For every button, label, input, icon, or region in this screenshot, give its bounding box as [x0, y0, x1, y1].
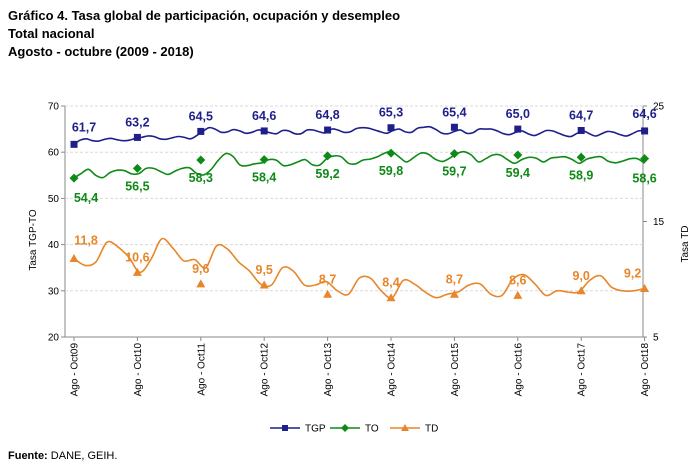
chart-subtitle: Total nacional — [8, 26, 95, 41]
marker-td — [513, 290, 523, 299]
data-label-td: 8,7 — [446, 272, 463, 286]
data-label-tgp: 64,5 — [189, 109, 213, 123]
marker-to — [386, 148, 396, 158]
x-tick-label: Ago - Oct11 — [196, 343, 207, 396]
data-label-to: 59,7 — [442, 165, 466, 179]
data-label-td: 11,8 — [74, 233, 98, 247]
source-label: Fuente: — [8, 450, 48, 462]
data-label-td: 8,6 — [509, 273, 526, 287]
marker-tgp — [70, 140, 78, 148]
marker-td — [640, 283, 650, 292]
data-label-to: 58,3 — [189, 171, 213, 185]
y-axis-title-left: Tasa TGP-TO — [28, 209, 39, 271]
y-tick-label-right: 5 — [653, 333, 659, 344]
y-axis-title-right: Tasa TD — [680, 225, 691, 262]
data-label-td: 9,6 — [192, 262, 209, 276]
marker-tgp — [324, 126, 332, 134]
data-label-to: 58,4 — [252, 171, 276, 185]
marker-td — [323, 289, 333, 298]
y-tick-label-left: 30 — [48, 286, 60, 297]
marker-tgp — [577, 126, 585, 134]
marker-td — [196, 279, 206, 288]
legend-marker-tgp — [282, 425, 288, 431]
marker-to — [196, 155, 206, 165]
marker-to — [259, 155, 269, 165]
y-tick-label-left: 60 — [48, 148, 60, 159]
legend-label-to: TO — [365, 424, 379, 435]
source-note: Fuente: DANE, GEIH. — [8, 450, 117, 462]
legend-marker-td — [401, 424, 409, 431]
data-label-td: 9,2 — [624, 266, 641, 280]
marker-tgp — [387, 124, 395, 132]
marker-tgp — [197, 127, 205, 135]
data-label-td: 9,5 — [256, 263, 273, 277]
marker-to — [513, 150, 523, 160]
y-tick-label-left: 40 — [48, 240, 60, 251]
data-label-tgp: 61,7 — [72, 120, 96, 134]
marker-to — [69, 173, 79, 183]
marker-to — [640, 154, 650, 164]
x-tick-label: Ago - Oct15 — [450, 343, 461, 397]
data-label-td: 10,6 — [125, 250, 149, 264]
data-label-to: 58,9 — [569, 168, 593, 182]
marker-td — [576, 286, 586, 295]
data-label-tgp: 65,4 — [442, 105, 466, 119]
data-label-tgp: 64,6 — [252, 109, 276, 123]
marker-to — [576, 152, 586, 162]
y-tick-label-left: 70 — [48, 102, 60, 113]
y-tick-label-left: 20 — [48, 333, 60, 344]
data-label-td: 8,4 — [382, 276, 399, 290]
marker-td — [449, 289, 459, 298]
source-text: DANE, GEIH. — [50, 450, 118, 462]
marker-td — [386, 293, 396, 302]
data-label-to: 58,6 — [632, 172, 656, 186]
data-label-to: 59,4 — [506, 166, 530, 180]
data-label-tgp: 63,2 — [125, 115, 149, 129]
marker-tgp — [260, 127, 268, 135]
marker-to — [449, 149, 459, 159]
marker-td — [132, 267, 142, 276]
y-tick-label-right: 25 — [653, 102, 665, 113]
data-label-to: 56,5 — [125, 179, 149, 193]
y-tick-label-left: 50 — [48, 194, 60, 205]
marker-to — [323, 151, 333, 161]
legend-label-td: TD — [425, 424, 438, 435]
marker-to — [132, 163, 142, 173]
x-tick-label: Ago - Oct18 — [640, 343, 651, 397]
chart-title: Gráfico 4. Tasa global de participación,… — [8, 8, 401, 23]
x-tick-label: Ago - Oct17 — [577, 343, 588, 397]
data-label-to: 59,8 — [379, 164, 403, 178]
marker-tgp — [641, 127, 649, 135]
data-label-td: 9,0 — [573, 269, 590, 283]
data-label-td: 8,7 — [319, 272, 336, 286]
marker-td — [69, 253, 79, 262]
marker-tgp — [514, 125, 522, 133]
data-label-tgp: 64,7 — [569, 108, 593, 122]
data-label-tgp: 65,0 — [506, 107, 530, 121]
x-tick-label: Ago - Oct13 — [323, 343, 334, 397]
marker-td — [259, 280, 269, 289]
data-label-to: 59,2 — [315, 167, 339, 181]
data-label-tgp: 64,6 — [632, 107, 656, 121]
x-tick-label: Ago - Oct16 — [513, 343, 524, 397]
legend-label-tgp: TGP — [305, 424, 326, 435]
marker-tgp — [450, 123, 458, 131]
series-line-to — [73, 150, 646, 179]
data-label-tgp: 64,8 — [315, 108, 339, 122]
data-label-tgp: 65,3 — [379, 106, 403, 120]
data-label-to: 54,4 — [74, 191, 98, 205]
x-tick-label: Ago - Oct10 — [133, 343, 144, 397]
x-tick-label: Ago - Oct12 — [260, 343, 271, 397]
chart-period: Agosto - octubre (2009 - 2018) — [8, 44, 194, 59]
legend-marker-to — [341, 424, 349, 432]
y-tick-label-right: 15 — [653, 217, 665, 228]
marker-tgp — [133, 133, 141, 141]
series-line-td — [73, 237, 645, 299]
series-line-tgp — [73, 125, 645, 145]
x-tick-label: Ago - Oct14 — [387, 343, 398, 397]
x-tick-label: Ago - Oct09 — [70, 343, 81, 397]
